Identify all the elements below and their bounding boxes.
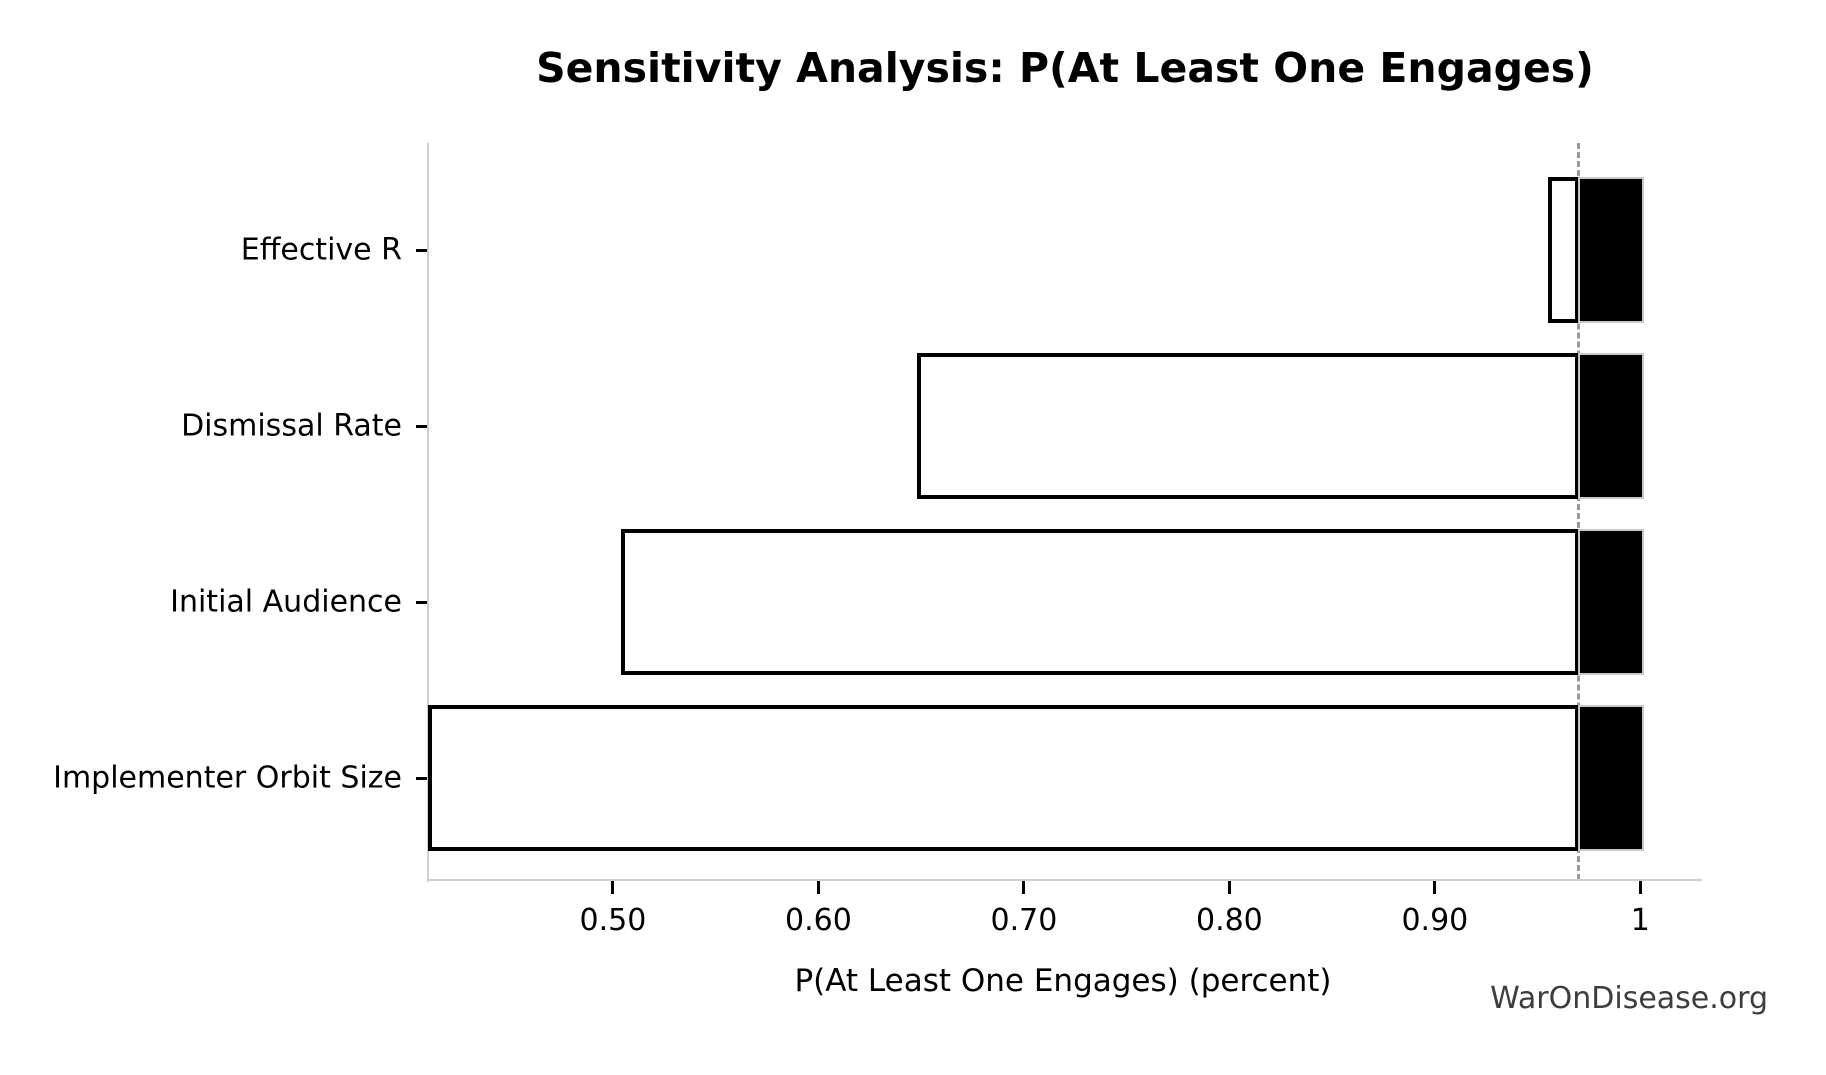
x-tick-label: 0.50 [579,903,647,938]
x-tick-label: 0.80 [1195,903,1263,938]
y-tick-mark [416,776,427,780]
x-tick-label: 0.90 [1401,903,1469,938]
tornado-bar-high [1577,705,1645,851]
x-tick-mark [1638,881,1642,894]
y-axis-category-label: Dismissal Rate [181,408,402,444]
chart-title: Sensitivity Analysis: P(At Least One Eng… [536,44,1594,92]
tornado-bar-low [1547,177,1579,323]
y-axis-spine [427,143,429,882]
y-tick-mark [416,248,427,252]
tornado-bar-high [1577,177,1645,323]
y-tick-mark [416,424,427,428]
tornado-bar-low [428,705,1579,851]
y-axis-category-label: Implementer Orbit Size [53,760,402,796]
y-axis-category-label: Initial Audience [170,584,402,620]
x-tick-mark [1433,881,1437,894]
y-tick-mark [416,600,427,604]
x-tick-mark [816,881,820,894]
x-tick-mark [1227,881,1231,894]
watermark-text: WarOnDisease.org [1490,981,1768,1016]
tornado-bar-high [1577,353,1645,499]
x-tick-label: 0.60 [785,903,852,938]
base-case-dashed-line [1577,143,1581,880]
x-tick-mark [1022,881,1026,894]
tornado-bar-low [621,529,1579,675]
tornado-bar-low [917,353,1579,499]
x-axis-spine [427,879,1702,881]
y-axis-category-label: Effective R [240,232,402,268]
tornado-bar-high [1577,529,1645,675]
x-tick-label: 1 [1630,903,1650,938]
x-axis-label: P(At Least One Engages) (percent) [794,963,1332,999]
x-tick-mark [611,881,615,894]
x-tick-label: 0.70 [990,903,1058,938]
